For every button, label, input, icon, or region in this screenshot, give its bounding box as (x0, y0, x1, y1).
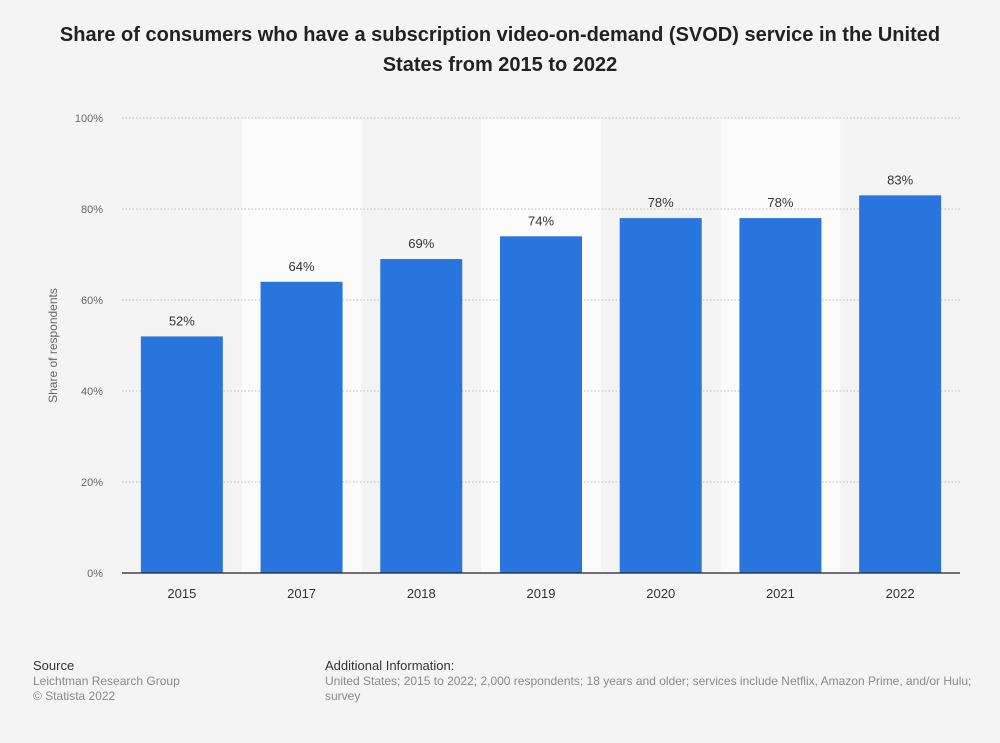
bar-2018 (380, 259, 463, 573)
source-heading: Source (33, 658, 75, 673)
x-tick-label: 2018 (407, 586, 436, 601)
y-tick-label: 100% (75, 113, 103, 125)
source-line: Leichtman Research Group (33, 674, 180, 688)
y-tick-label: 40% (81, 386, 103, 398)
x-tick-label: 2015 (167, 586, 196, 601)
x-tick-label: 2020 (646, 586, 675, 601)
x-tick-label: 2022 (886, 586, 915, 601)
bar-2021 (739, 218, 822, 573)
bar-2022 (859, 195, 942, 573)
y-tick-label: 20% (81, 477, 103, 489)
bar-2017 (260, 281, 343, 573)
data-label: 69% (408, 236, 434, 251)
data-label: 64% (289, 259, 315, 274)
copyright-line: © Statista 2022 (33, 689, 116, 703)
y-tick-label: 0% (87, 568, 103, 580)
bar-2020 (619, 218, 702, 573)
x-tick-label: 2017 (287, 586, 316, 601)
data-label: 52% (169, 313, 195, 328)
y-tick-label: 60% (81, 295, 103, 307)
y-tick-label: 80% (81, 204, 103, 216)
source-block: Source Leichtman Research Group © Statis… (33, 658, 293, 704)
y-axis-title: Share of respondents (46, 288, 60, 403)
x-tick-label: 2019 (527, 586, 556, 601)
bar-2015 (140, 336, 223, 573)
data-label: 78% (648, 195, 674, 210)
chart-title: Share of consumers who have a subscripti… (59, 24, 941, 76)
additional-info-block: Additional Information: United States; 2… (325, 658, 975, 704)
x-tick-label: 2021 (766, 586, 795, 601)
data-label: 83% (887, 172, 913, 187)
data-label: 74% (528, 213, 554, 228)
bar-2019 (500, 236, 582, 574)
data-label: 78% (767, 195, 793, 210)
additional-info-text: United States; 2015 to 2022; 2,000 respo… (325, 674, 972, 703)
additional-info-heading: Additional Information: (325, 658, 455, 673)
